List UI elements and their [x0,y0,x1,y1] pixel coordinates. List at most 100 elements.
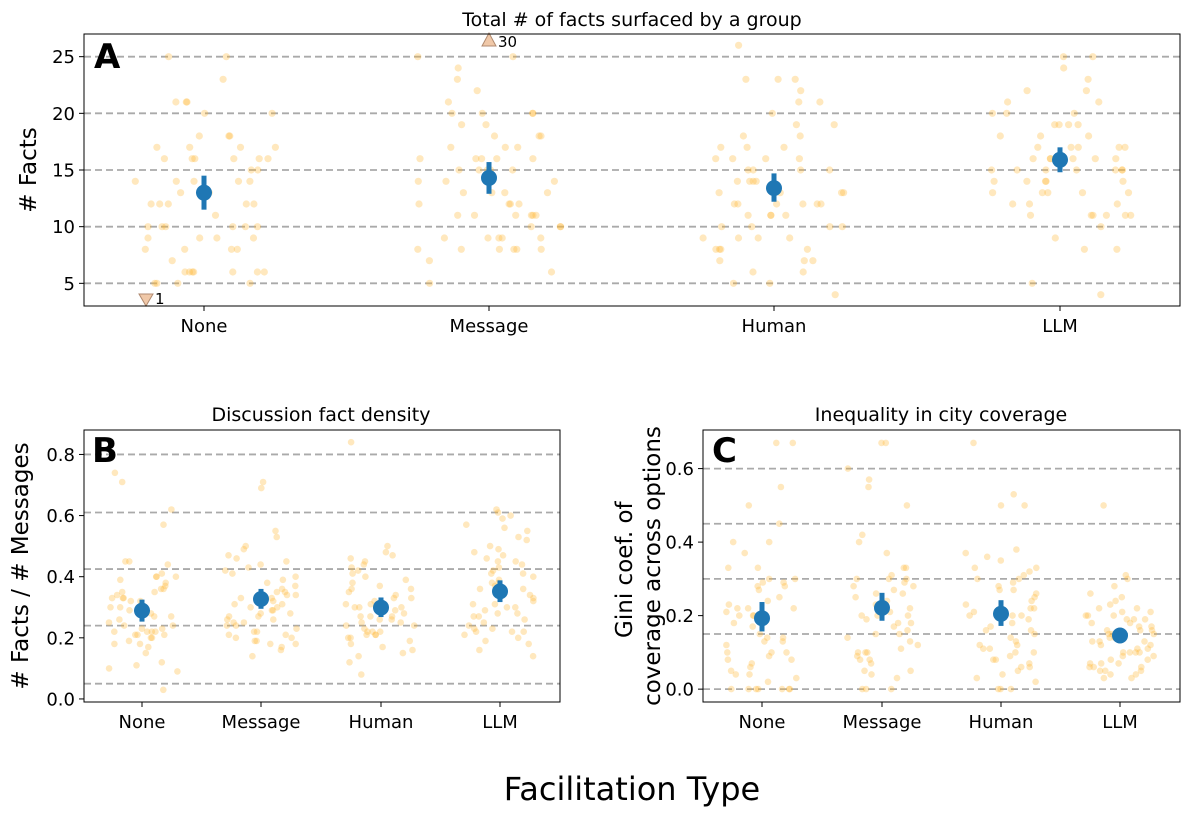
data-point [426,279,434,287]
data-point [987,623,994,630]
data-point [257,610,265,617]
data-point [362,573,369,580]
y-tick-label: 0.6 [665,459,694,480]
data-point [867,660,875,667]
data-point [391,607,399,614]
data-point [983,553,991,561]
data-point [997,502,1005,509]
data-point [408,594,415,602]
data-point [537,132,545,140]
panel-b-y-ticks: 0.0 0.2 0.4 0.6 0.8 [46,445,84,710]
data-point [976,641,983,649]
data-point [1018,612,1025,619]
data-point [1123,616,1131,623]
data-point [859,531,866,539]
data-point [506,200,514,208]
data-point [971,564,979,572]
data-point [816,98,824,106]
data-point [131,177,139,185]
data-point [344,634,352,642]
data-point [253,223,262,231]
data-point [514,610,521,617]
data-point [989,189,997,197]
data-point [791,75,799,83]
data-point [514,634,522,642]
panel-b-title: Discussion fact density [211,404,430,426]
panel-a-ylabel: # Facts [16,127,42,212]
data-point [754,685,762,693]
data-point [230,619,237,626]
data-point [883,549,891,557]
data-point [790,605,797,612]
data-point [225,132,233,140]
data-point [188,155,196,163]
data-point [1009,579,1017,586]
data-point [715,189,723,197]
figure-xlabel: Facilitation Type [504,770,760,808]
data-point [152,573,160,580]
data-point [508,166,517,174]
data-point [1080,245,1088,253]
data-point [781,582,789,590]
data-point [493,155,501,163]
data-point [1118,608,1126,616]
data-point [157,585,165,593]
data-point [744,166,752,174]
data-point [903,575,910,583]
data-point [862,649,869,656]
data-point [990,177,998,185]
data-point [247,604,254,611]
data-point [890,586,898,594]
data-point [160,686,167,694]
data-point [490,132,499,140]
data-point [481,607,489,614]
data-point [233,555,240,562]
data-point [145,643,152,651]
data-point [222,567,229,574]
data-point [894,619,902,627]
data-point [904,612,912,619]
data-point [733,177,742,185]
data-point [1028,279,1036,287]
data-point [1148,623,1155,630]
data-point [160,585,167,593]
data-point [158,223,166,231]
data-point [1141,638,1148,645]
data-point [1072,166,1081,174]
data-point [482,121,490,129]
data-point [246,279,254,287]
data-point [523,536,530,544]
panel-c-letter: C [712,431,737,471]
data-point [414,177,422,185]
data-point [1136,627,1144,634]
data-point [1009,200,1017,208]
data-point [358,619,365,626]
data-point [508,628,516,635]
data-point [113,591,121,599]
data-point [367,613,374,620]
panel-c-ylabel: Gini coef. of coverage across options [612,426,666,706]
y-tick-label: 0.0 [46,689,75,710]
data-point [480,619,488,626]
data-point [514,143,522,151]
data-point [893,674,901,682]
data-point [1013,546,1020,553]
data-point [716,257,724,265]
data-point [273,604,281,611]
data-point [1118,593,1126,601]
outlier-marker [481,31,497,47]
data-point [229,223,237,231]
data-point [530,573,537,580]
data-point [191,155,199,163]
data-point [357,613,364,620]
x-tick-label-none: None [181,316,228,337]
data-point [996,586,1003,594]
panel-c-frame [702,429,1181,703]
data-point [1133,605,1141,612]
data-point [996,132,1004,140]
data-point [169,622,177,629]
data-point [739,132,748,140]
data-point [746,177,754,185]
data-point [225,631,233,639]
data-point [1044,189,1052,197]
